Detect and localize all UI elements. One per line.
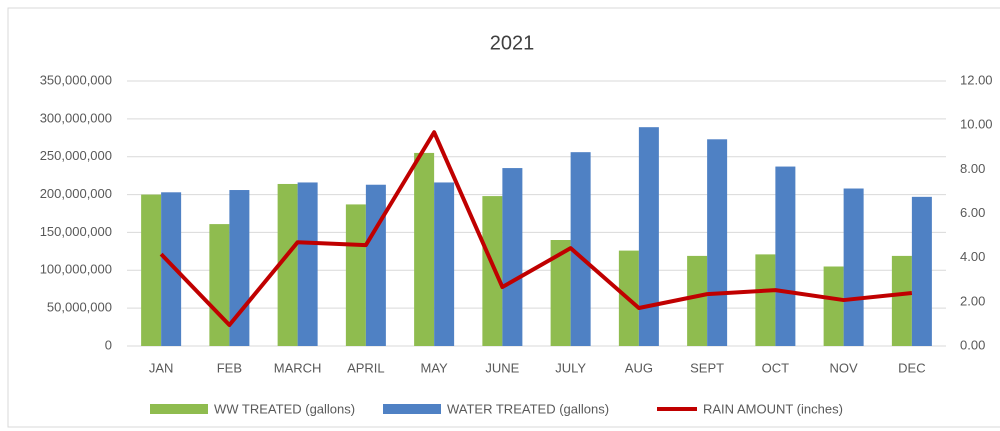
x-tick-label: DEC (898, 360, 925, 375)
y-tick-label: 50,000,000 (47, 300, 112, 315)
bar (161, 192, 182, 346)
y-tick-label: 300,000,000 (40, 110, 112, 125)
y-tick-label: 200,000,000 (40, 186, 112, 201)
y2-tick-label: 0.00 (960, 337, 985, 352)
y2-tick-label: 4.00 (960, 249, 985, 264)
bar (365, 184, 386, 346)
bar (911, 196, 932, 346)
x-tick-label: MARCH (274, 360, 322, 375)
x-tick-label: AUG (625, 360, 653, 375)
bar (823, 266, 844, 346)
bar (502, 168, 523, 346)
x-tick-label: JUNE (485, 360, 519, 375)
y2-tick-label: 6.00 (960, 205, 985, 220)
bar (141, 194, 162, 346)
bar (707, 139, 728, 346)
x-tick-label: MAY (421, 360, 449, 375)
chart-title: 2021 (490, 32, 535, 54)
bar (345, 204, 366, 346)
bar (482, 196, 503, 346)
bar (297, 182, 318, 346)
bar (755, 254, 776, 346)
x-tick-label: OCT (762, 360, 790, 375)
bar (550, 240, 571, 346)
bar (638, 127, 659, 346)
x-tick-label: APRIL (347, 360, 385, 375)
y2-tick-label: 2.00 (960, 293, 985, 308)
bar (414, 152, 435, 346)
y-tick-label: 100,000,000 (40, 262, 112, 277)
bar (775, 166, 796, 346)
y2-tick-label: 10.00 (960, 117, 993, 132)
bar (209, 224, 230, 346)
bar (277, 183, 298, 346)
x-tick-label: JULY (555, 360, 586, 375)
bar (570, 152, 591, 346)
legend-label: WW TREATED (gallons) (214, 401, 355, 416)
x-tick-label: NOV (830, 360, 859, 375)
legend-swatch (150, 404, 208, 414)
legend-label: WATER TREATED (gallons) (447, 401, 609, 416)
y-tick-label: 350,000,000 (40, 72, 112, 87)
x-tick-label: JAN (149, 360, 174, 375)
x-tick-label: SEPT (690, 360, 724, 375)
y2-tick-label: 8.00 (960, 161, 985, 176)
chart-frame (7, 7, 1000, 428)
bar (843, 188, 864, 346)
legend-swatch (383, 404, 441, 414)
y-tick-label: 150,000,000 (40, 224, 112, 239)
y2-tick-label: 12.00 (960, 72, 993, 87)
legend-label: RAIN AMOUNT (inches) (703, 401, 843, 416)
y-tick-label: 250,000,000 (40, 148, 112, 163)
rain-line (159, 130, 913, 328)
bar (687, 255, 708, 346)
x-tick-label: FEB (217, 360, 242, 375)
y-tick-label: 0 (105, 337, 112, 352)
bar (434, 182, 455, 346)
bar (891, 255, 912, 346)
